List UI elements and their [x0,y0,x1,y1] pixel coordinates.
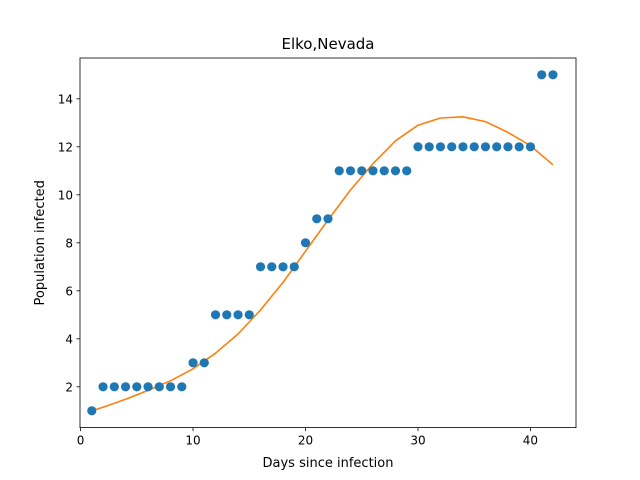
data-point [267,262,277,272]
chart-title: Elko,Nevada [282,35,375,53]
x-tick-label: 30 [410,434,425,448]
x-tick-label: 10 [185,434,200,448]
data-point [188,358,198,368]
data-point [278,262,288,272]
x-tick-label: 0 [77,434,85,448]
chart-marks [87,70,558,416]
data-point [312,214,322,224]
data-point [120,382,131,392]
data-point [132,382,142,392]
data-point [109,382,119,392]
data-point [233,310,243,320]
y-tick-label: 10 [58,188,73,202]
y-axis-label: Population infected [33,180,48,305]
x-tick-label: 20 [298,434,313,448]
data-point [345,166,356,176]
data-point [548,70,558,80]
data-point [177,382,187,392]
data-point [199,358,209,368]
data-point [458,142,468,152]
plot-frame [79,57,577,429]
axis-ticks: 0 10 20 30 40 2 4 6 8 10 12 14 [58,92,538,447]
data-point [537,70,547,80]
data-point [143,382,153,392]
data-point [165,382,176,392]
y-tick-label: 2 [65,380,73,394]
data-point [334,166,344,176]
data-point [492,142,502,152]
x-axis-label: Days since infection [263,456,394,471]
data-point [368,166,378,176]
data-point [87,406,97,416]
data-point [289,262,299,272]
y-tick-label: 8 [65,236,73,250]
data-point [435,142,446,152]
plot-background [80,58,576,428]
data-point [480,142,491,152]
data-point [98,382,108,392]
data-point [514,142,524,152]
data-point [503,142,513,152]
data-point [413,142,423,152]
data-point [390,166,401,176]
data-point [255,262,266,272]
data-point [379,166,389,176]
data-point [244,310,254,320]
x-tick-label: 40 [523,434,538,448]
data-point [469,142,479,152]
y-tick-label: 4 [65,332,73,346]
y-tick-label: 14 [58,92,73,106]
data-point [222,310,232,320]
data-point [323,214,333,224]
data-point [525,142,536,152]
data-point [424,142,434,152]
y-tick-label: 12 [58,140,73,154]
data-point [357,166,367,176]
y-tick-label: 6 [65,284,73,298]
data-point [447,142,457,152]
data-point [402,166,412,176]
data-point [154,382,164,392]
data-point [300,238,311,248]
data-point [210,310,221,320]
